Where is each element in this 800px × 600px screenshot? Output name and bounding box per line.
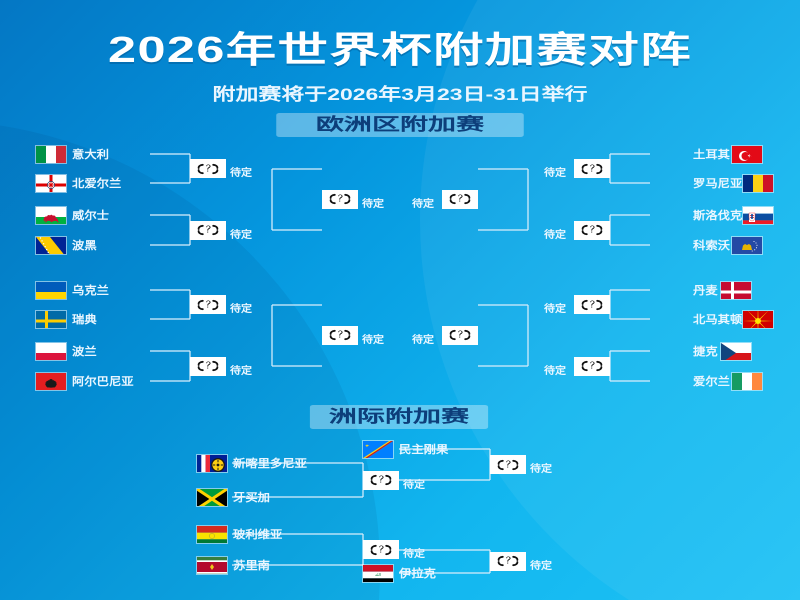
svg-text:الله: الله [375, 572, 381, 577]
